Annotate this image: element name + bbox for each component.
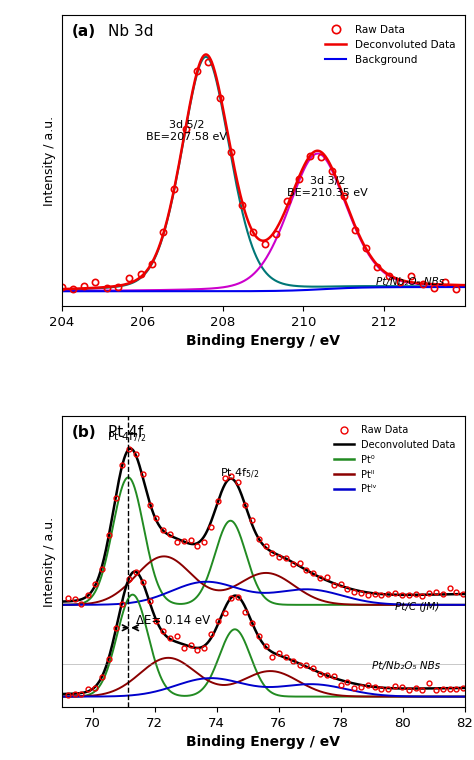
- Raw Data: [138, 270, 144, 279]
- Raw Data: [397, 277, 403, 287]
- Background: [462, 283, 467, 292]
- Raw Data: [431, 283, 437, 293]
- Background: [380, 283, 386, 292]
- Raw Data: [454, 285, 459, 294]
- Raw Data: [251, 227, 256, 236]
- Text: Pt 4f$_{7/2}$: Pt 4f$_{7/2}$: [107, 431, 146, 445]
- Text: Pt/Nb₂O₅ NBs: Pt/Nb₂O₅ NBs: [372, 661, 440, 671]
- Background: [373, 283, 379, 292]
- Background: [336, 283, 341, 293]
- Raw Data: [352, 225, 358, 234]
- Raw Data: [92, 278, 98, 287]
- Raw Data: [82, 281, 87, 290]
- Text: (b): (b): [72, 425, 96, 440]
- Raw Data: [70, 285, 76, 294]
- Deconvoluted Data: [237, 187, 242, 196]
- Text: ΔE= 0.14 eV: ΔE= 0.14 eV: [136, 613, 210, 626]
- Raw Data: [341, 192, 346, 201]
- Raw Data: [364, 243, 369, 252]
- Raw Data: [329, 166, 335, 176]
- Raw Data: [420, 279, 426, 288]
- Raw Data: [59, 283, 64, 292]
- Y-axis label: Intensity / a.u.: Intensity / a.u.: [43, 116, 56, 205]
- Raw Data: [217, 93, 222, 102]
- Raw Data: [442, 277, 448, 287]
- Deconvoluted Data: [381, 266, 386, 275]
- Raw Data: [115, 282, 121, 291]
- Background: [222, 287, 228, 296]
- Deconvoluted Data: [59, 284, 64, 293]
- Line: Background: Background: [62, 287, 465, 291]
- Text: (a): (a): [72, 24, 96, 39]
- Raw Data: [307, 151, 313, 160]
- Text: Pt 4f: Pt 4f: [108, 425, 143, 440]
- Legend: Raw Data, Deconvoluted Data, Background: Raw Data, Deconvoluted Data, Background: [321, 21, 459, 69]
- Raw Data: [205, 58, 211, 67]
- Text: 3d 3/2
BE=210.35 eV: 3d 3/2 BE=210.35 eV: [287, 176, 368, 198]
- Raw Data: [228, 147, 234, 157]
- Text: Pt 4f$_{5/2}$: Pt 4f$_{5/2}$: [220, 467, 259, 481]
- Y-axis label: Intensity / a.u.: Intensity / a.u.: [43, 517, 56, 606]
- Raw Data: [262, 239, 267, 249]
- X-axis label: Binding Energy / eV: Binding Energy / eV: [186, 334, 340, 348]
- Raw Data: [284, 196, 290, 205]
- Raw Data: [318, 153, 324, 162]
- Raw Data: [104, 283, 109, 293]
- Text: Nb 3d: Nb 3d: [108, 24, 154, 39]
- Background: [59, 287, 64, 296]
- Deconvoluted Data: [462, 280, 467, 290]
- Deconvoluted Data: [336, 179, 342, 188]
- X-axis label: Binding Energy / eV: Binding Energy / eV: [186, 735, 340, 749]
- Raw Data: [172, 185, 177, 194]
- Raw Data: [239, 201, 245, 210]
- Legend: Raw Data, Deconvoluted Data, Pt⁰, Ptᴵᴵ, Ptᴵᵛ: Raw Data, Deconvoluted Data, Pt⁰, Ptᴵᴵ, …: [330, 421, 460, 499]
- Raw Data: [194, 67, 200, 76]
- Raw Data: [149, 260, 155, 269]
- Raw Data: [127, 273, 132, 282]
- Deconvoluted Data: [100, 283, 106, 292]
- Background: [236, 287, 242, 296]
- Text: Pt/C (JM): Pt/C (JM): [395, 602, 440, 612]
- Raw Data: [273, 230, 279, 239]
- Text: Pt/Nb₂O₅ NBs: Pt/Nb₂O₅ NBs: [376, 277, 444, 287]
- Line: Deconvoluted Data: Deconvoluted Data: [62, 55, 465, 289]
- Deconvoluted Data: [203, 50, 209, 59]
- Raw Data: [160, 228, 166, 237]
- Line: Raw Data: Raw Data: [58, 59, 460, 293]
- Deconvoluted Data: [374, 259, 379, 268]
- Text: 3d 5/2
BE=207.58 eV: 3d 5/2 BE=207.58 eV: [146, 120, 227, 142]
- Background: [100, 287, 106, 296]
- Deconvoluted Data: [222, 114, 228, 123]
- Raw Data: [409, 271, 414, 280]
- Raw Data: [374, 263, 380, 272]
- Raw Data: [183, 124, 189, 133]
- Raw Data: [386, 271, 392, 280]
- Raw Data: [296, 174, 301, 183]
